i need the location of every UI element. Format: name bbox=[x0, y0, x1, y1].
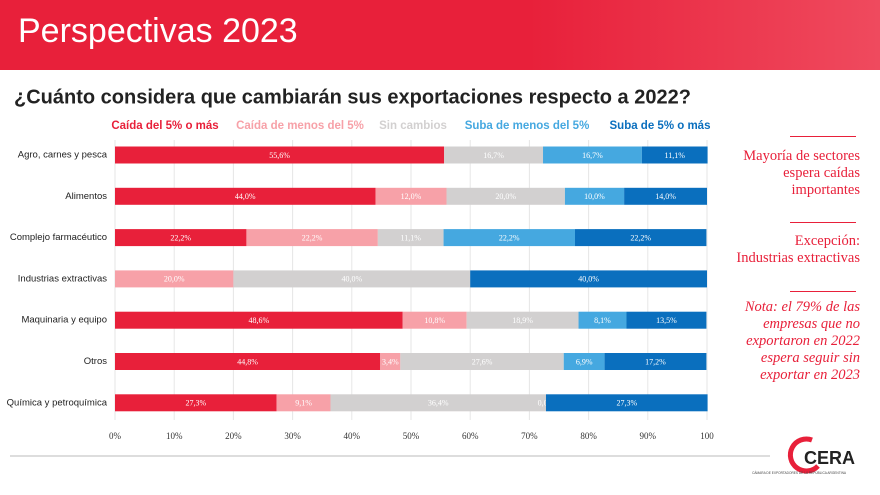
legend-label: Caída de menos del 5% bbox=[236, 120, 364, 132]
value-label: 27,6% bbox=[472, 357, 493, 366]
logo-icon bbox=[787, 436, 820, 474]
logo-name: CERA bbox=[804, 448, 855, 468]
category-label: Industrias extractivas bbox=[18, 273, 107, 284]
x-tick-label: 80% bbox=[580, 431, 597, 441]
bar-segment bbox=[233, 270, 471, 288]
value-label: 22,2% bbox=[302, 233, 323, 242]
value-label: 22,2% bbox=[630, 233, 651, 242]
value-label: 36,4% bbox=[428, 399, 449, 408]
x-tick-label: 100 bbox=[700, 431, 714, 441]
bar-segment bbox=[641, 146, 708, 164]
category-label: Maquinaria y equipo bbox=[21, 315, 107, 326]
x-tick-label: 70% bbox=[521, 431, 538, 441]
value-label: 16,7% bbox=[483, 151, 504, 160]
bar-segment bbox=[115, 187, 376, 205]
category-label: Química y petroquímica bbox=[7, 397, 108, 408]
value-label: 18,9% bbox=[512, 316, 533, 325]
note: Mayoría de sectores espera caídas import… bbox=[743, 148, 860, 198]
bar-segment bbox=[545, 394, 708, 412]
separator bbox=[790, 291, 856, 292]
x-tick-label: 40% bbox=[344, 431, 361, 441]
bar-segment bbox=[578, 311, 627, 329]
logo-subtitle: CÁMARA DE EXPORTADORES DE LA REPÚBLICA A… bbox=[752, 470, 847, 475]
separator bbox=[790, 136, 856, 137]
value-label: 6,9% bbox=[576, 357, 593, 366]
bar-segment bbox=[115, 229, 247, 247]
bar-segment bbox=[446, 187, 565, 205]
chart-title: ¿Cuánto considera que cambiarán sus expo… bbox=[14, 86, 691, 108]
bar-segment bbox=[402, 311, 467, 329]
value-label: 11,1% bbox=[665, 151, 686, 160]
legend-label: Suba de 5% o más bbox=[610, 120, 711, 132]
bar-segment bbox=[626, 311, 707, 329]
bar-segment bbox=[375, 187, 447, 205]
value-label: 20,0% bbox=[495, 192, 516, 201]
value-label: 9,1% bbox=[295, 399, 312, 408]
value-label: 3,4% bbox=[382, 357, 399, 366]
x-tick-label: 20% bbox=[225, 431, 242, 441]
bar-segment bbox=[115, 353, 381, 370]
x-tick-label: 0% bbox=[109, 431, 122, 441]
bar-segment bbox=[443, 229, 575, 247]
value-label: 14,0% bbox=[655, 192, 676, 201]
x-tick-label: 60% bbox=[462, 431, 479, 441]
x-tick-label: 50% bbox=[403, 431, 420, 441]
legend-label: Caída del 5% o más bbox=[111, 120, 218, 132]
value-label: 10,8% bbox=[424, 316, 445, 325]
note: Nota: el 79% de las empresas que no expo… bbox=[744, 299, 860, 383]
value-label: 27,3% bbox=[185, 399, 206, 408]
x-tick-label: 10% bbox=[166, 431, 183, 441]
legend-label: Suba de menos del 5% bbox=[465, 120, 590, 132]
value-label: 12,0% bbox=[401, 192, 422, 201]
category-label: Complejo farmacéutico bbox=[10, 232, 107, 243]
category-label: Alimentos bbox=[65, 191, 107, 202]
header: Perspectivas 2023 bbox=[0, 0, 880, 70]
bar-segment bbox=[380, 353, 401, 370]
value-label: 22,2% bbox=[499, 233, 520, 242]
bar-segment bbox=[115, 311, 403, 329]
value-label: 40,0% bbox=[578, 275, 599, 284]
x-tick-label: 30% bbox=[284, 431, 301, 441]
bar-segment bbox=[115, 270, 234, 288]
bar-segment bbox=[330, 394, 546, 412]
value-label: 22,2% bbox=[170, 233, 191, 242]
bar-segment bbox=[466, 311, 579, 329]
bar-segment bbox=[563, 353, 605, 370]
value-label: 17,2% bbox=[645, 357, 666, 366]
value-label: 8,1% bbox=[594, 316, 611, 325]
bar-segment bbox=[604, 353, 707, 370]
legend-label: Sin cambios bbox=[379, 120, 447, 132]
bar-segment bbox=[470, 270, 707, 288]
header-title: Perspectivas 2023 bbox=[18, 12, 298, 50]
category-label: Agro, carnes y pesca bbox=[18, 150, 108, 161]
value-label: 40,0% bbox=[341, 275, 362, 284]
bar-segment bbox=[115, 146, 445, 164]
separator bbox=[790, 222, 856, 223]
bar-segment bbox=[115, 394, 277, 412]
value-label: 13,5% bbox=[656, 316, 677, 325]
value-label: 55,6% bbox=[269, 151, 290, 160]
bar-segment bbox=[543, 146, 642, 164]
bar-segment bbox=[444, 146, 544, 164]
bar-segment bbox=[246, 229, 378, 247]
value-label: 27,3% bbox=[616, 399, 637, 408]
value-label: 11,1% bbox=[401, 233, 422, 242]
bar-segment bbox=[400, 353, 564, 370]
bar-segment bbox=[377, 229, 444, 247]
value-label: 10,0% bbox=[584, 192, 605, 201]
category-label: Otros bbox=[84, 356, 107, 367]
value-label: 44,0% bbox=[235, 192, 256, 201]
note: Excepción: Industrias extractivas bbox=[736, 233, 860, 266]
value-label: 20,0% bbox=[164, 275, 185, 284]
bar-segment bbox=[574, 229, 707, 247]
bar-segment bbox=[276, 394, 331, 412]
x-tick-label: 90% bbox=[640, 431, 657, 441]
value-label: 44,8% bbox=[237, 357, 258, 366]
bar-segment bbox=[624, 187, 707, 205]
value-label: 48,6% bbox=[249, 316, 270, 325]
bar-segment bbox=[564, 187, 625, 205]
value-label: 16,7% bbox=[582, 151, 603, 160]
